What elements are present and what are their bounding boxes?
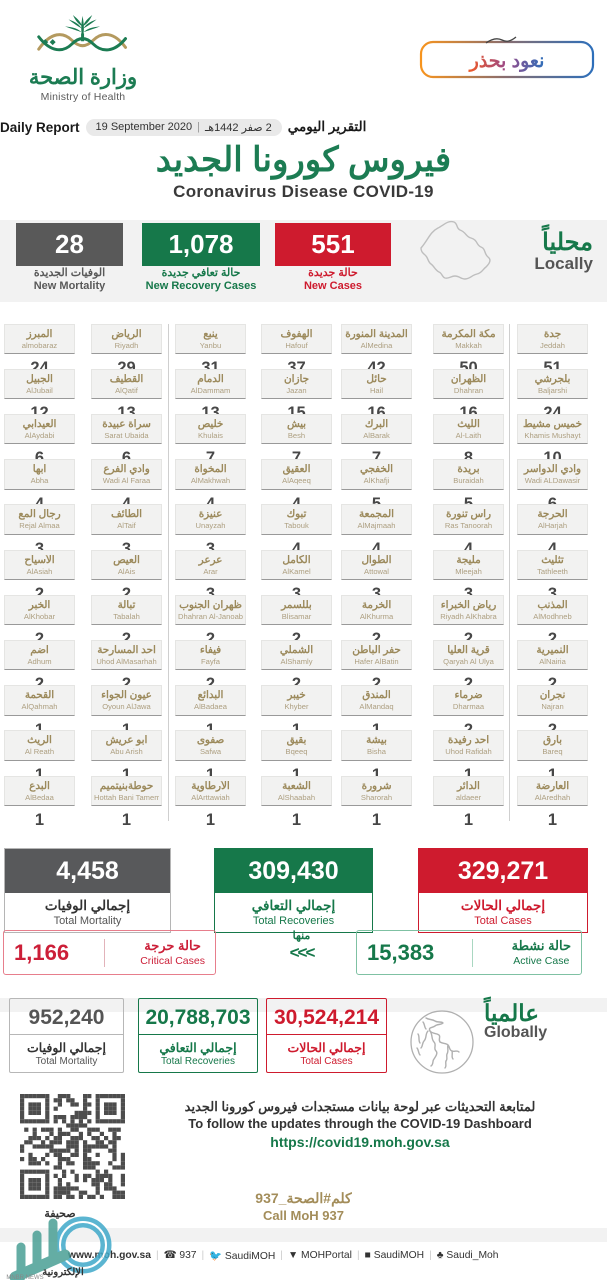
svg-text:صحيفة: صحيفة bbox=[44, 1208, 75, 1220]
svg-text:نعود بحذر: نعود بحذر bbox=[468, 51, 545, 72]
svg-text:MNBR NEWS: MNBR NEWS bbox=[6, 1275, 43, 1280]
svg-text:الإلكترونية: الإلكترونية bbox=[42, 1267, 84, 1278]
